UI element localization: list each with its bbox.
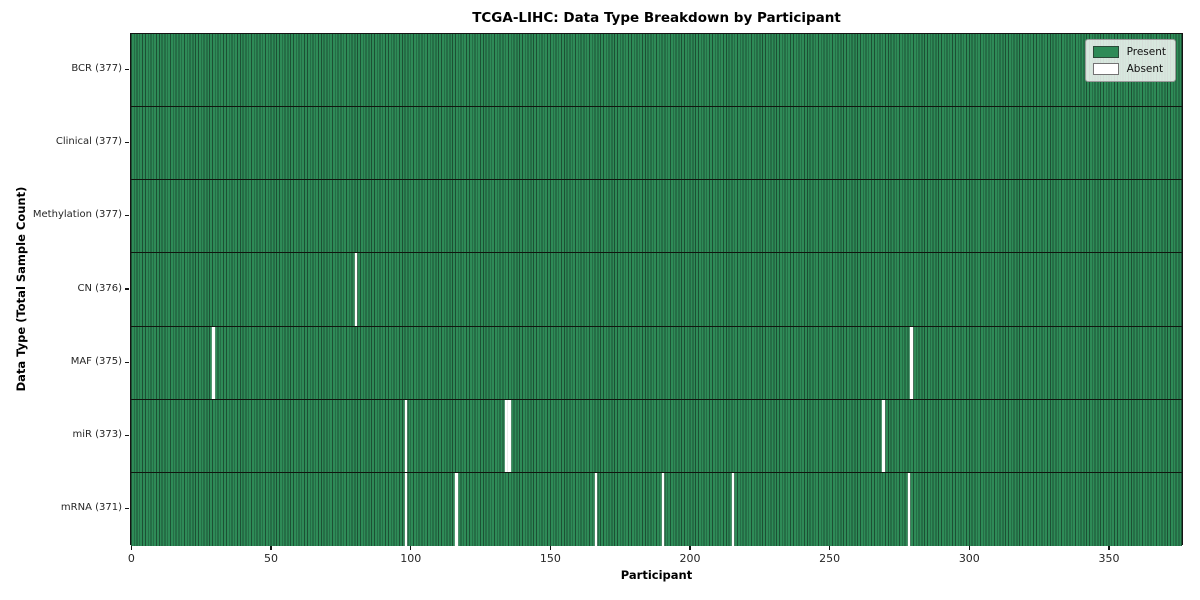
x-tick-label: 250 xyxy=(819,552,841,565)
y-tick-mark xyxy=(125,361,129,363)
y-tick-label: MAF (375) xyxy=(70,355,122,367)
absent-line xyxy=(882,399,886,472)
heatmap-row-mRNA xyxy=(131,472,1182,546)
heatmap-row-CN xyxy=(131,253,1182,327)
plot-area xyxy=(130,33,1183,546)
y-tick-label: Methylation (377) xyxy=(32,209,122,221)
y-tick-label: BCR (377) xyxy=(71,63,122,75)
absent-line xyxy=(910,326,913,399)
legend: Present Absent xyxy=(1084,39,1176,82)
y-tick-mark xyxy=(125,288,129,290)
x-tick-label: 100 xyxy=(400,552,422,565)
x-axis-label: Participant xyxy=(620,568,693,582)
x-tick-mark xyxy=(1108,546,1110,551)
heatmap-row-Methylation xyxy=(131,180,1182,254)
x-tick-mark xyxy=(689,546,691,551)
chart-title: TCGA-LIHC: Data Type Breakdown by Partic… xyxy=(472,10,841,26)
y-tick-label: CN (376) xyxy=(77,282,122,294)
x-tick-mark xyxy=(270,546,272,551)
x-tick-label: 350 xyxy=(1098,552,1120,565)
legend-absent-label: Absent xyxy=(1126,63,1164,75)
heatmap-row-Clinical xyxy=(131,107,1182,181)
absent-line xyxy=(212,326,215,399)
y-tick-mark xyxy=(125,507,129,510)
y-tick-label: Clinical (377) xyxy=(55,136,122,148)
legend-present-label: Present xyxy=(1126,46,1166,58)
absent-line xyxy=(731,472,735,546)
x-tick-label: 50 xyxy=(264,552,279,565)
y-tick-mark xyxy=(125,142,129,144)
absent-line xyxy=(404,399,408,472)
legend-absent-swatch xyxy=(1092,63,1119,75)
legend-entry-present: Present xyxy=(1092,46,1166,58)
absent-line xyxy=(594,472,598,546)
heatmap-row-MAF xyxy=(131,326,1182,400)
x-tick-mark xyxy=(829,546,831,551)
legend-present-swatch xyxy=(1092,46,1119,58)
x-tick-label: 300 xyxy=(958,552,980,565)
x-tick-mark xyxy=(410,546,412,551)
legend-entry-absent: Absent xyxy=(1092,63,1166,75)
absent-line xyxy=(508,399,511,472)
x-tick-mark xyxy=(130,546,132,551)
y-tick-label: miR (373) xyxy=(72,428,122,440)
y-tick-mark xyxy=(125,68,129,71)
x-tick-mark xyxy=(549,546,551,551)
x-tick-label: 150 xyxy=(539,552,561,565)
x-tick-label: 200 xyxy=(679,552,701,565)
heatmap-row-miR xyxy=(131,399,1182,473)
absent-line xyxy=(455,472,458,546)
absent-line xyxy=(354,253,358,326)
absent-line xyxy=(505,399,508,472)
x-tick-mark xyxy=(968,546,970,551)
y-tick-label: mRNA (371) xyxy=(60,501,122,513)
heatmap-row-BCR xyxy=(131,34,1182,108)
absent-line xyxy=(907,472,911,546)
absent-line xyxy=(661,472,665,546)
y-tick-mark xyxy=(125,215,129,217)
absent-line xyxy=(404,472,408,546)
x-tick-label: 0 xyxy=(127,552,135,565)
y-tick-mark xyxy=(125,434,129,436)
